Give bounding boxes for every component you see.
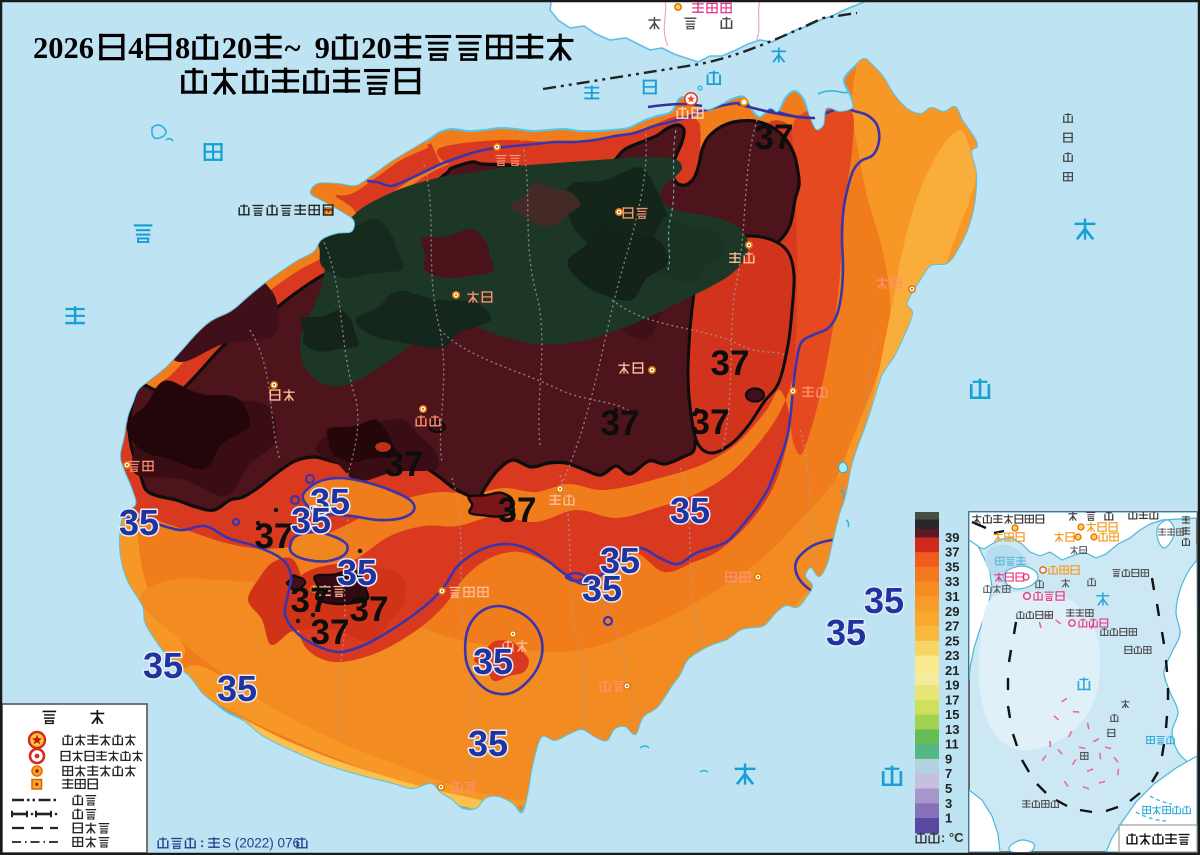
- svg-text:37: 37: [291, 581, 330, 620]
- svg-text:35: 35: [473, 641, 513, 682]
- svg-text:S (2022) 076: S (2022) 076: [222, 836, 300, 851]
- svg-text:13: 13: [945, 722, 959, 737]
- svg-text:9: 9: [315, 31, 330, 65]
- svg-text:5: 5: [945, 781, 952, 796]
- svg-text:3: 3: [945, 796, 952, 811]
- svg-text:35: 35: [291, 500, 331, 541]
- svg-text::: :: [200, 835, 204, 850]
- svg-text:37: 37: [350, 590, 389, 629]
- svg-text:37: 37: [601, 404, 640, 443]
- svg-text:35: 35: [600, 540, 640, 581]
- svg-text:19: 19: [945, 678, 959, 693]
- svg-text:7: 7: [945, 766, 952, 781]
- svg-text:35: 35: [468, 723, 508, 764]
- svg-text:35: 35: [582, 568, 622, 609]
- svg-text:37: 37: [498, 491, 537, 530]
- svg-text:27: 27: [945, 619, 959, 634]
- svg-text:2026: 2026: [33, 31, 94, 65]
- svg-text:37: 37: [311, 613, 350, 652]
- svg-text:4: 4: [128, 31, 143, 65]
- svg-text:37: 37: [255, 517, 294, 556]
- svg-text:~: ~: [285, 31, 301, 65]
- svg-text:21: 21: [945, 663, 959, 678]
- svg-text:31: 31: [945, 589, 959, 604]
- svg-text:35: 35: [119, 502, 159, 543]
- svg-text:35: 35: [670, 490, 710, 531]
- svg-text:37: 37: [711, 344, 750, 383]
- svg-text:20: 20: [222, 31, 253, 65]
- svg-text:35: 35: [337, 552, 377, 593]
- svg-text:8: 8: [175, 31, 190, 65]
- svg-text:23: 23: [945, 648, 959, 663]
- svg-text:35: 35: [143, 645, 183, 686]
- svg-text:37: 37: [691, 403, 730, 442]
- svg-text:11: 11: [945, 737, 959, 752]
- svg-text:39: 39: [945, 530, 959, 545]
- svg-text:1: 1: [945, 811, 952, 826]
- svg-text:35: 35: [826, 612, 866, 653]
- svg-text:17: 17: [945, 692, 959, 707]
- svg-text:20: 20: [361, 31, 392, 65]
- svg-text:25: 25: [945, 633, 959, 648]
- svg-text:29: 29: [945, 604, 959, 619]
- svg-text:33: 33: [945, 574, 959, 589]
- svg-text:: °C: : °C: [941, 830, 964, 845]
- svg-text:35: 35: [945, 559, 959, 574]
- svg-text:9: 9: [945, 751, 952, 766]
- svg-text:37: 37: [385, 445, 424, 484]
- svg-text:15: 15: [945, 707, 959, 722]
- svg-text:35: 35: [864, 580, 904, 621]
- svg-text:37: 37: [755, 118, 794, 157]
- svg-text:35: 35: [310, 481, 350, 522]
- svg-text:35: 35: [217, 668, 257, 709]
- svg-text:37: 37: [945, 545, 959, 560]
